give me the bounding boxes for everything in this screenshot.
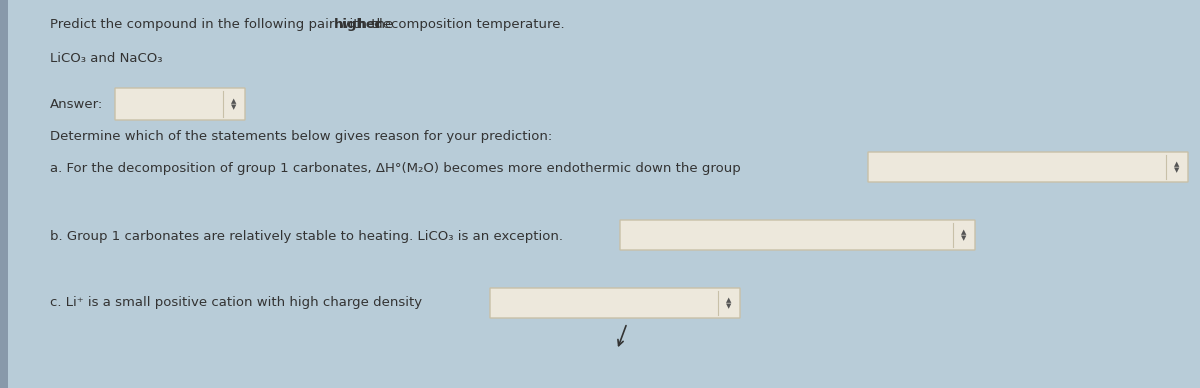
Text: ▲: ▲ <box>726 297 732 303</box>
Text: ▼: ▼ <box>1175 167 1180 173</box>
Text: ▼: ▼ <box>232 104 236 110</box>
Text: Determine which of the statements below gives reason for your prediction:: Determine which of the statements below … <box>50 130 552 143</box>
Text: b. Group 1 carbonates are relatively stable to heating. LiCO₃ is an exception.: b. Group 1 carbonates are relatively sta… <box>50 230 563 243</box>
Text: ▲: ▲ <box>1175 161 1180 167</box>
Text: ▼: ▼ <box>961 235 967 241</box>
Text: c. Li⁺ is a small positive cation with high charge density: c. Li⁺ is a small positive cation with h… <box>50 296 422 309</box>
Text: Predict the compound in the following pair with the: Predict the compound in the following pa… <box>50 18 397 31</box>
Text: Answer:: Answer: <box>50 98 103 111</box>
Text: higher: higher <box>334 18 382 31</box>
Text: LiCO₃ and NaCO₃: LiCO₃ and NaCO₃ <box>50 52 162 65</box>
FancyBboxPatch shape <box>490 288 740 318</box>
Polygon shape <box>0 0 8 388</box>
FancyBboxPatch shape <box>115 88 245 120</box>
Text: ▼: ▼ <box>726 303 732 309</box>
FancyBboxPatch shape <box>868 152 1188 182</box>
Text: ▲: ▲ <box>232 98 236 104</box>
Text: decomposition temperature.: decomposition temperature. <box>370 18 565 31</box>
FancyBboxPatch shape <box>620 220 974 250</box>
Text: a. For the decomposition of group 1 carbonates, ΔH°(M₂O) becomes more endothermi: a. For the decomposition of group 1 carb… <box>50 162 740 175</box>
Text: ▲: ▲ <box>961 229 967 235</box>
